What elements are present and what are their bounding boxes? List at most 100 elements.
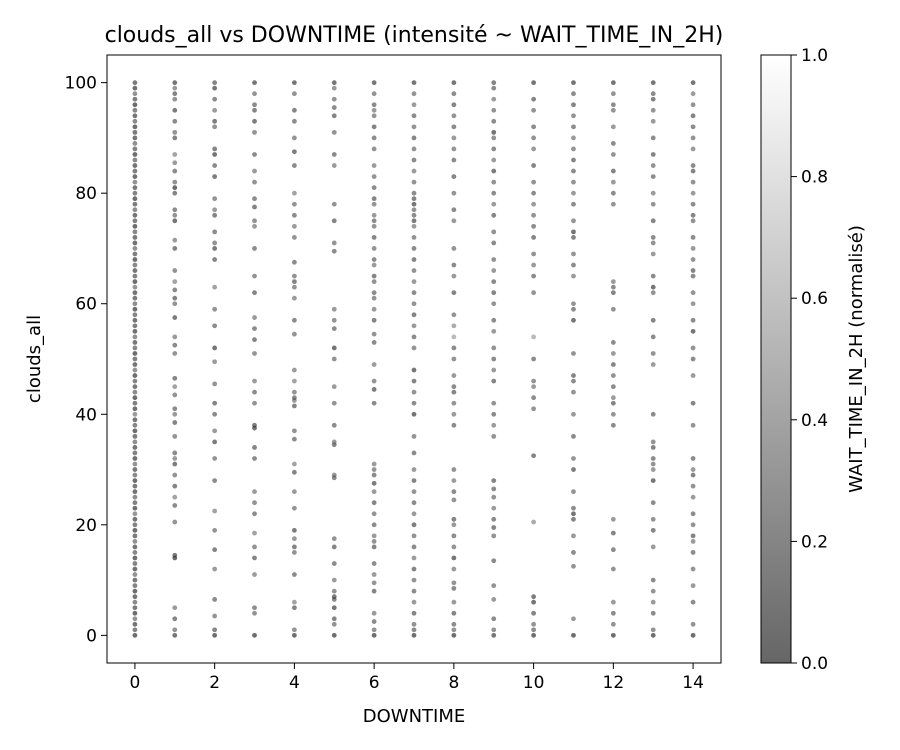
scatter-point [650, 632, 656, 638]
scatter-point [650, 362, 656, 367]
scatter-point [132, 494, 138, 500]
scatter-point [690, 273, 696, 279]
colorbar-tick-label: 0.8 [801, 168, 828, 188]
scatter-point [610, 290, 616, 296]
scatter-point [531, 384, 537, 390]
scatter-point [132, 539, 138, 544]
scatter-point [571, 378, 576, 384]
scatter-point [132, 445, 138, 450]
scatter-point [571, 157, 576, 163]
scatter-point [132, 212, 138, 218]
scatter-point [571, 301, 576, 307]
scatter-point [531, 599, 537, 605]
scatter-point [531, 146, 537, 152]
scatter-point [650, 91, 656, 97]
scatter-point [610, 179, 616, 185]
scatter-point [132, 223, 138, 229]
scatter-point [291, 149, 297, 155]
scatter-point [371, 387, 377, 392]
scatter-point [531, 251, 537, 257]
scatter-point [132, 301, 138, 307]
scatter-point [690, 472, 696, 478]
scatter-point [531, 621, 537, 627]
scatter-point [252, 530, 257, 536]
scatter-point [172, 118, 178, 124]
scatter-point [411, 146, 417, 152]
scatter-point [371, 533, 377, 539]
scatter-point [331, 356, 337, 362]
scatter-point [690, 212, 696, 218]
scatter-point [132, 483, 138, 489]
scatter-point [252, 572, 257, 577]
x-axis-label: DOWNTIME [363, 706, 466, 727]
scatter-point [132, 456, 138, 461]
scatter-point [610, 306, 616, 312]
scatter-point [650, 317, 656, 323]
scatter-point [132, 583, 138, 589]
scatter-point [650, 135, 656, 141]
scatter-point [371, 472, 377, 478]
scatter-point [571, 616, 576, 622]
scatter-point [291, 223, 297, 229]
scatter-point [451, 246, 457, 251]
scatter-point [132, 472, 138, 478]
scatter-point [172, 237, 178, 243]
scatter-point [172, 135, 178, 141]
scatter-point [252, 223, 257, 229]
scatter-point [650, 251, 656, 257]
scatter-point [571, 273, 576, 279]
scatter-point [132, 284, 138, 290]
scatter-point [451, 334, 457, 340]
scatter-point [132, 317, 138, 323]
scatter-point [331, 85, 337, 91]
scatter-point [411, 124, 417, 130]
scatter-point [371, 196, 377, 202]
scatter-point [451, 627, 457, 633]
scatter-point [531, 163, 537, 168]
scatter-point [132, 334, 138, 340]
scatter-point [132, 174, 138, 180]
scatter-point [690, 135, 696, 141]
scatter-point [650, 461, 656, 467]
scatter-point [132, 566, 138, 572]
scatter-point [411, 632, 417, 638]
scatter-point [331, 588, 337, 594]
scatter-point [132, 555, 138, 561]
scatter-point [172, 190, 178, 196]
scatter-point [451, 273, 457, 279]
scatter-point [650, 163, 656, 168]
scatter-point [690, 599, 696, 605]
scatter-point [690, 494, 696, 500]
scatter-point [132, 124, 138, 130]
scatter-point [690, 268, 696, 273]
scatter-point [491, 378, 497, 384]
scatter-point [610, 411, 616, 417]
scatter-point [291, 91, 297, 97]
scatter-point [650, 527, 656, 533]
scatter-point [371, 317, 377, 323]
scatter-point [690, 113, 696, 119]
scatter-point [451, 102, 457, 108]
scatter-point [411, 400, 417, 406]
scatter-point [291, 317, 297, 323]
scatter-point [371, 572, 377, 577]
scatter-point [212, 284, 218, 290]
scatter-point [172, 616, 178, 622]
scatter-point [371, 80, 377, 86]
scatter-point [690, 373, 696, 378]
scatter-point [371, 290, 377, 296]
scatter-point [491, 533, 497, 539]
scatter-point [411, 627, 417, 633]
scatter-point [690, 621, 696, 627]
scatter-point [331, 240, 337, 246]
scatter-point [172, 519, 178, 525]
scatter-point [650, 445, 656, 450]
scatter-point [331, 536, 337, 542]
scatter-point [491, 597, 497, 602]
scatter-point [650, 174, 656, 180]
scatter-point [331, 561, 337, 566]
scatter-point [451, 384, 457, 390]
scatter-point [212, 323, 218, 329]
scatter-point [371, 400, 377, 406]
scatter-point [291, 605, 297, 611]
